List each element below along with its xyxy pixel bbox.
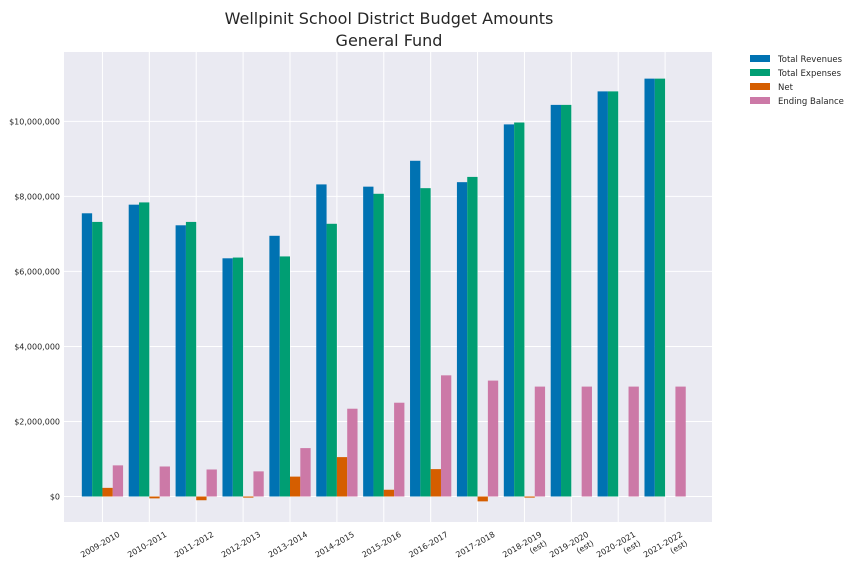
bar — [139, 202, 150, 497]
bar — [394, 402, 405, 497]
bar — [420, 188, 431, 497]
x-tick-label: 2018-2019(est) — [501, 530, 548, 560]
bar — [300, 448, 311, 497]
x-tick-label-line: 2013-2014 — [267, 530, 309, 560]
bar — [206, 469, 217, 497]
legend-swatch — [750, 97, 770, 104]
bar — [410, 160, 421, 497]
bar — [112, 465, 124, 497]
bar — [185, 221, 197, 497]
bar — [149, 496, 160, 499]
x-tick-label: 2021-2022(est) — [642, 530, 689, 560]
legend-swatch — [750, 83, 770, 90]
y-tick-label: $10,000,000 — [9, 117, 60, 126]
bar — [159, 466, 170, 497]
bar — [550, 104, 562, 497]
x-tick-label-line: 2016-2017 — [407, 530, 449, 560]
x-tick-label: 2011-2012 — [173, 530, 215, 560]
x-tick-label: 2015-2016 — [361, 530, 403, 560]
bar — [363, 186, 374, 497]
bar — [524, 496, 535, 498]
bar — [456, 182, 468, 497]
bar — [487, 380, 499, 497]
bar — [316, 184, 327, 497]
x-tick-label: 2013-2014 — [267, 530, 309, 560]
x-tick-label: 2017-2018 — [454, 530, 496, 560]
bar — [269, 235, 280, 497]
bar — [440, 375, 452, 497]
bar — [128, 204, 140, 497]
bar — [222, 258, 233, 497]
bar — [534, 386, 546, 497]
legend-label: Net — [778, 83, 794, 93]
x-tick-label: 2014-2015 — [314, 530, 356, 560]
chart-subtitle: General Fund — [336, 31, 443, 50]
bar — [597, 91, 608, 497]
bar — [628, 386, 639, 497]
y-tick-label: $0 — [50, 492, 60, 501]
bar — [253, 471, 264, 497]
bar — [607, 91, 619, 497]
bar — [654, 78, 666, 497]
bar — [514, 122, 525, 497]
x-tick-label: 2016-2017 — [407, 530, 449, 560]
bar — [373, 193, 384, 497]
x-tick-label: 2020-2021(est) — [595, 530, 642, 560]
x-tick-label: 2010-2011 — [126, 530, 168, 560]
bar — [232, 257, 244, 497]
bar — [81, 213, 93, 497]
bar — [383, 489, 395, 497]
bar — [196, 496, 207, 501]
bar — [336, 457, 348, 497]
x-tick-label-line: 2010-2011 — [126, 530, 168, 560]
x-tick-label: 2012-2013 — [220, 530, 262, 560]
legend-swatch — [750, 55, 770, 62]
x-tick-label-line: 2015-2016 — [361, 530, 403, 560]
bar — [477, 496, 488, 502]
bar — [290, 476, 301, 497]
x-tick-label: 2009-2010 — [79, 530, 121, 560]
legend: Total Revenues Total Expenses Net Ending Ba… — [750, 55, 844, 107]
x-axis-ticks: 2009-2010 2010-2011 2011-2012 2012-2013 2013… — [79, 530, 689, 560]
legend-label: Total Revenues — [777, 55, 843, 65]
bar — [347, 408, 358, 497]
bar — [467, 176, 478, 497]
legend-label: Ending Balance — [778, 97, 844, 107]
bar — [102, 487, 113, 497]
y-tick-label: $2,000,000 — [14, 417, 60, 426]
x-tick-label-line: 2012-2013 — [220, 530, 262, 560]
x-tick-label-line: 2011-2012 — [173, 530, 215, 560]
bar — [326, 223, 337, 497]
bars — [81, 78, 686, 502]
y-tick-label: $8,000,000 — [14, 192, 60, 201]
bar — [279, 256, 291, 497]
bar — [581, 386, 592, 497]
legend-swatch — [750, 69, 770, 76]
bar — [644, 78, 655, 497]
bar — [243, 496, 254, 498]
bar — [92, 221, 103, 497]
bar — [175, 225, 186, 497]
y-tick-label: $4,000,000 — [14, 342, 60, 351]
x-tick-label-line: 2014-2015 — [314, 530, 356, 560]
bar — [561, 104, 572, 497]
y-axis-ticks: $0 $2,000,000 $4,000,000 $6,000,000 $8,000,0… — [9, 117, 60, 501]
bar — [675, 386, 686, 497]
chart-title: Wellpinit School District Budget Amounts — [225, 9, 554, 28]
x-tick-label-line: 2009-2010 — [79, 530, 121, 560]
x-tick-label: 2019-2020(est) — [548, 530, 595, 560]
bar — [503, 124, 515, 497]
x-tick-label-line: 2017-2018 — [454, 530, 496, 560]
y-tick-label: $6,000,000 — [14, 267, 60, 276]
legend-label: Total Expenses — [777, 69, 842, 79]
bar — [430, 469, 441, 497]
